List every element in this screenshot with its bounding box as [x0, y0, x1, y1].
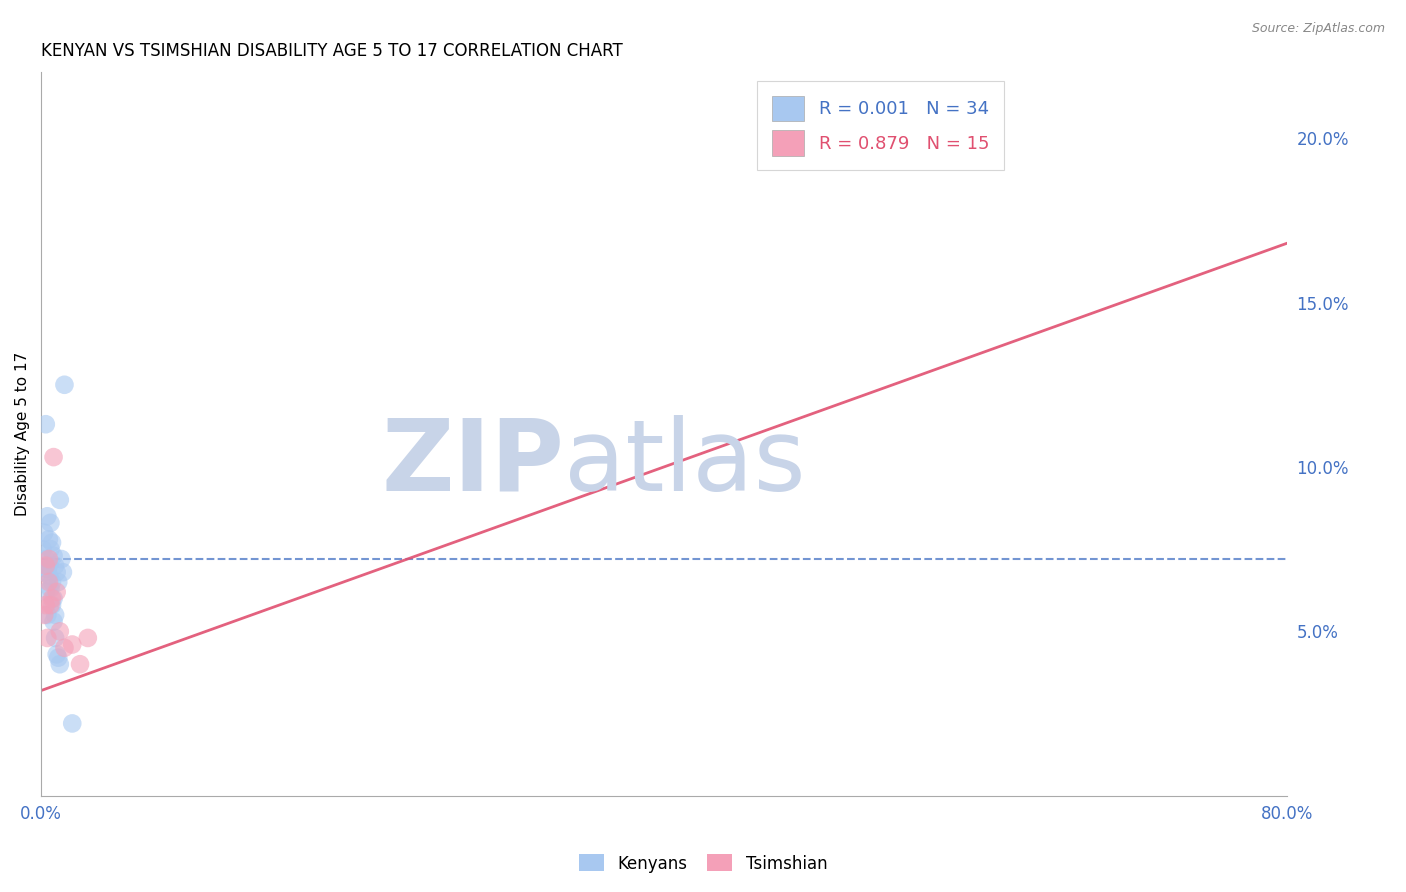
Point: [44, 631, 66, 645]
Point: [42, 450, 65, 464]
Point: [46, 650, 69, 665]
Point: [53, 377, 76, 392]
Point: [35, 558, 58, 573]
Point: [35, 552, 58, 566]
Point: [49, 657, 72, 672]
Y-axis label: Disability Age 5 to 17: Disability Age 5 to 17: [15, 352, 30, 516]
Point: [76, 631, 98, 645]
Point: [42, 591, 65, 606]
Point: [32, 525, 55, 540]
Point: [42, 615, 65, 629]
Point: [53, 640, 76, 655]
Point: [38, 558, 60, 573]
Legend: R = 0.001   N = 34, R = 0.879   N = 15: R = 0.001 N = 34, R = 0.879 N = 15: [758, 81, 1004, 170]
Point: [45, 565, 67, 579]
Point: [31, 542, 53, 557]
Point: [42, 549, 65, 563]
Point: [45, 585, 67, 599]
Point: [51, 552, 73, 566]
Point: [38, 533, 60, 547]
Point: [37, 607, 59, 622]
Point: [41, 598, 63, 612]
Point: [39, 598, 62, 612]
Text: atlas: atlas: [564, 415, 806, 511]
Point: [49, 624, 72, 639]
Point: [38, 552, 60, 566]
Point: [38, 568, 60, 582]
Text: Source: ZipAtlas.com: Source: ZipAtlas.com: [1251, 22, 1385, 36]
Text: KENYAN VS TSIMSHIAN DISABILITY AGE 5 TO 17 CORRELATION CHART: KENYAN VS TSIMSHIAN DISABILITY AGE 5 TO …: [41, 42, 623, 60]
Point: [37, 631, 59, 645]
Point: [37, 562, 59, 576]
Point: [46, 575, 69, 590]
Point: [38, 575, 60, 590]
Point: [45, 648, 67, 662]
Point: [60, 716, 83, 731]
Point: [69, 657, 91, 672]
Point: [44, 558, 66, 573]
Point: [41, 591, 63, 606]
Point: [44, 607, 66, 622]
Point: [35, 417, 58, 432]
Text: ZIP: ZIP: [381, 415, 564, 511]
Point: [39, 516, 62, 530]
Point: [39, 582, 62, 596]
Point: [32, 607, 55, 622]
Point: [60, 638, 83, 652]
Point: [32, 565, 55, 579]
Point: [37, 509, 59, 524]
Point: [41, 535, 63, 549]
Point: [41, 575, 63, 590]
Point: [49, 492, 72, 507]
Point: [35, 598, 58, 612]
Point: [39, 542, 62, 557]
Point: [35, 585, 58, 599]
Point: [52, 565, 75, 579]
Legend: Kenyans, Tsimshian: Kenyans, Tsimshian: [572, 847, 834, 880]
